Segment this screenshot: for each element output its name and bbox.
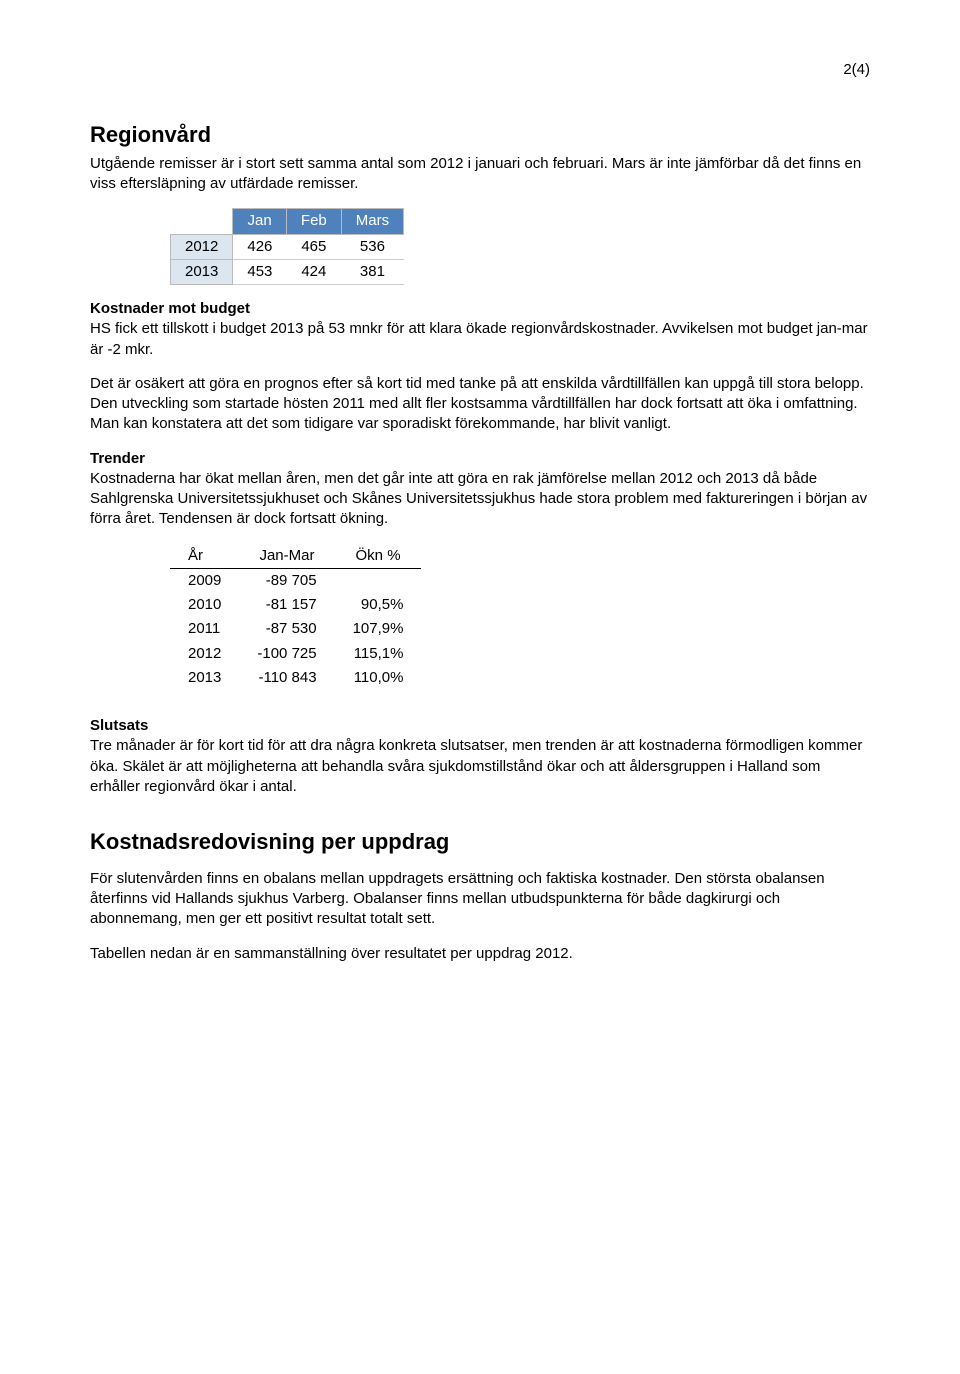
table-row: 2011 -87 530 107,9%: [170, 617, 421, 641]
cell: 536: [341, 234, 403, 259]
table-corner-blank: [171, 209, 233, 234]
cell: 2013: [170, 666, 239, 690]
cell: -81 157: [239, 593, 334, 617]
table-row: 2009 -89 705: [170, 568, 421, 593]
paragraph-kostnader: HS fick ett tillskott i budget 2013 på 5…: [90, 319, 870, 360]
table-row: 2013 453 424 381: [171, 259, 404, 284]
cell: -89 705: [239, 568, 334, 593]
paragraph-trender: Kostnaderna har ökat mellan åren, men de…: [90, 469, 870, 530]
col-ar: År: [170, 544, 239, 569]
cell: 2012: [170, 642, 239, 666]
cell: -87 530: [239, 617, 334, 641]
table-header-row: År Jan-Mar Ökn %: [170, 544, 421, 569]
cell: 424: [286, 259, 341, 284]
paragraph-prognos: Det är osäkert att göra en prognos efter…: [90, 374, 870, 435]
paragraph-slutenvard: För slutenvården finns en obalans mellan…: [90, 869, 870, 930]
cell: [335, 568, 422, 593]
cell: 465: [286, 234, 341, 259]
table-remisser: Jan Feb Mars 2012 426 465 536 2013 453 4…: [170, 208, 404, 285]
cell: -100 725: [239, 642, 334, 666]
col-okn: Ökn %: [335, 544, 422, 569]
cell: 110,0%: [335, 666, 422, 690]
cell: 2010: [170, 593, 239, 617]
cell: -110 843: [239, 666, 334, 690]
row-year: 2012: [171, 234, 233, 259]
cell: 453: [233, 259, 287, 284]
cell: 115,1%: [335, 642, 422, 666]
table-trender: År Jan-Mar Ökn % 2009 -89 705 2010 -81 1…: [170, 544, 421, 691]
heading-regionvard: Regionvård: [90, 120, 870, 150]
heading-kostnadsredovisning: Kostnadsredovisning per uppdrag: [90, 827, 870, 857]
paragraph-intro: Utgående remisser är i stort sett samma …: [90, 154, 870, 195]
page-number: 2(4): [90, 60, 870, 80]
cell: 2009: [170, 568, 239, 593]
col-feb: Feb: [286, 209, 341, 234]
cell: 381: [341, 259, 403, 284]
table-header-row: Jan Feb Mars: [171, 209, 404, 234]
table-row: 2013 -110 843 110,0%: [170, 666, 421, 690]
row-year: 2013: [171, 259, 233, 284]
col-janmar: Jan-Mar: [239, 544, 334, 569]
cell: 2011: [170, 617, 239, 641]
table-row: 2012 -100 725 115,1%: [170, 642, 421, 666]
col-jan: Jan: [233, 209, 287, 234]
table-row: 2012 426 465 536: [171, 234, 404, 259]
subheading-kostnader: Kostnader mot budget: [90, 299, 870, 319]
cell: 426: [233, 234, 287, 259]
subheading-slutsats: Slutsats: [90, 716, 870, 736]
col-mars: Mars: [341, 209, 403, 234]
cell: 107,9%: [335, 617, 422, 641]
cell: 90,5%: [335, 593, 422, 617]
paragraph-slutsats: Tre månader är för kort tid för att dra …: [90, 736, 870, 797]
paragraph-tabellintro: Tabellen nedan är en sammanställning öve…: [90, 944, 870, 964]
subheading-trender: Trender: [90, 450, 145, 467]
table-row: 2010 -81 157 90,5%: [170, 593, 421, 617]
